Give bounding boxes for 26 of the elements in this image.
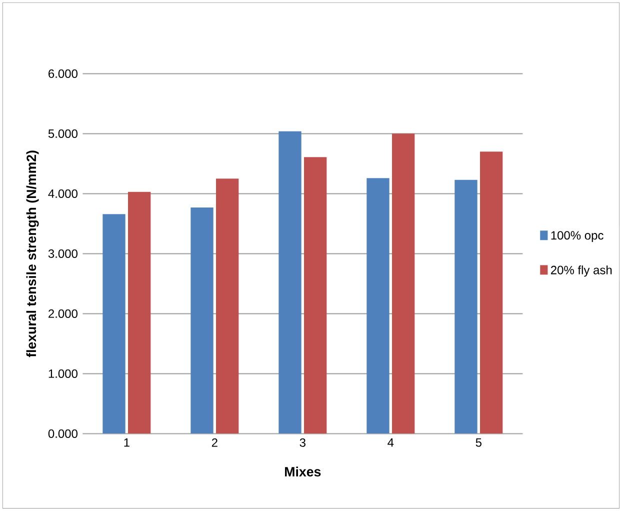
- y-tick-label: 0.000: [48, 429, 78, 438]
- bar: [480, 152, 503, 434]
- bar: [102, 214, 126, 434]
- legend-label: 100% opc: [551, 231, 604, 242]
- x-tick-label: 1: [124, 438, 130, 447]
- y-tick-label: 5.000: [48, 129, 78, 138]
- bar: [454, 180, 478, 434]
- x-tick-label: 5: [476, 438, 482, 447]
- bar: [304, 157, 327, 434]
- x-tick-label: 2: [212, 438, 218, 447]
- y-tick-label: 3.000: [48, 249, 78, 258]
- y-tick-label: 1.000: [48, 369, 78, 378]
- bar: [366, 178, 390, 434]
- x-tick-label: 4: [388, 438, 394, 447]
- bar: [392, 134, 415, 434]
- bar: [216, 178, 239, 434]
- bar: [278, 131, 302, 434]
- y-tick-label: 6.000: [48, 69, 78, 78]
- x-axis-title: Mixes: [285, 466, 321, 476]
- y-tick-label: 4.000: [48, 189, 78, 198]
- bar: [128, 192, 151, 434]
- bar: [190, 207, 214, 434]
- x-tick-label: 3: [300, 438, 306, 447]
- y-tick-label: 2.000: [48, 309, 78, 318]
- legend-label: 20% fly ash: [550, 266, 612, 277]
- y-axis-title: flexural tensile strength (N/mm2): [26, 150, 39, 358]
